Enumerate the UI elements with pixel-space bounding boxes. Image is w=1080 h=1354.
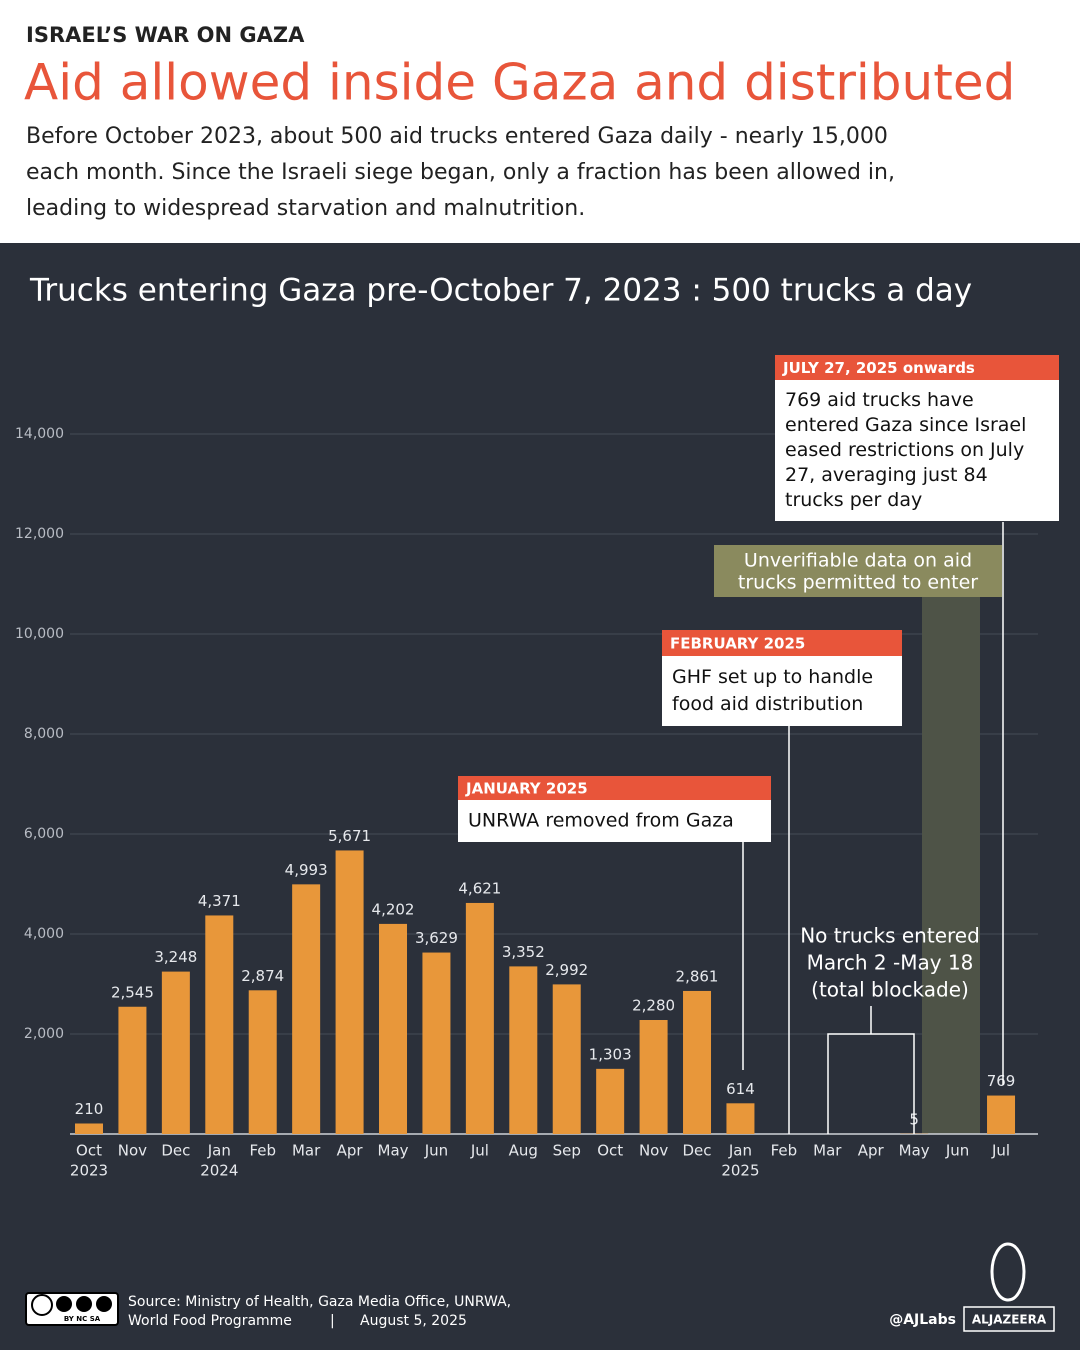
shaded-region (922, 545, 980, 1134)
x-tick-label: Dec (683, 1142, 712, 1160)
subtitle: each month. Since the Israeli siege bega… (26, 160, 895, 185)
y-tick-label: 14,000 (15, 426, 64, 442)
annotation-tag: JANUARY 2025 (465, 780, 588, 798)
x-year-label: 2024 (200, 1162, 238, 1180)
subtitle: Before October 2023, about 500 aid truck… (26, 124, 888, 149)
value-label: 3,352 (502, 943, 545, 961)
license: BY NC SA (64, 1315, 101, 1323)
annotation-text: eased restrictions on July (785, 439, 1024, 461)
subtitle: leading to widespread starvation and mal… (26, 196, 585, 221)
annotation-text: GHF set up to handle (672, 666, 873, 688)
bar (683, 991, 711, 1134)
x-tick-label: May (899, 1142, 930, 1160)
value-label: 2,545 (111, 983, 154, 1001)
x-tick-label: Jul (991, 1142, 1010, 1160)
source: Source: Ministry of Health, Gaza Media O… (128, 1294, 511, 1310)
bar (336, 850, 364, 1134)
x-tick-label: Jun (424, 1142, 448, 1160)
bar (162, 972, 190, 1134)
value-label: 769 (987, 1072, 1016, 1090)
annotation-text: UNRWA removed from Gaza (468, 810, 734, 832)
x-tick-label: Aug (509, 1142, 538, 1160)
x-tick-label: Mar (813, 1142, 842, 1160)
title: Aid allowed inside Gaza and distributed (24, 54, 1015, 112)
value-label: 210 (75, 1100, 104, 1118)
x-tick-label: Feb (771, 1142, 798, 1160)
value-label: 4,371 (198, 892, 241, 910)
value-label: 2,861 (676, 967, 719, 985)
bar (553, 984, 581, 1134)
x-tick-label: Feb (249, 1142, 276, 1160)
x-tick-label: Nov (639, 1142, 668, 1160)
value-label: 4,993 (285, 861, 328, 879)
date: August 5, 2025 (360, 1313, 467, 1329)
shaded-note: Unverifiable data on aid (744, 550, 972, 572)
blockade-note: March 2 -May 18 (807, 951, 974, 975)
y-tick-label: 4,000 (24, 926, 64, 942)
annotation-text: 27, averaging just 84 (785, 464, 988, 486)
annotation-tag: JULY 27, 2025 onwards (782, 359, 975, 377)
value-label: 3,629 (415, 929, 458, 947)
x-tick-label: Apr (858, 1142, 885, 1160)
y-tick-label: 6,000 (24, 826, 64, 842)
bar (640, 1020, 668, 1134)
x-tick-label: Mar (292, 1142, 321, 1160)
annotation-text: 769 aid trucks have (785, 389, 974, 411)
brand: ALJAZEERA (972, 1313, 1047, 1327)
blockade-note: (total blockade) (811, 978, 969, 1002)
bar (422, 953, 450, 1134)
y-tick-label: 12,000 (15, 526, 64, 542)
blockade-note: No trucks entered (800, 924, 980, 948)
value-label: 5,671 (328, 827, 371, 845)
bar (75, 1124, 103, 1135)
bar (509, 966, 537, 1134)
annotation-text: entered Gaza since Israel (785, 414, 1026, 436)
value-label: 1,303 (589, 1045, 632, 1063)
bar (118, 1007, 146, 1134)
value-label: 4,621 (458, 879, 501, 897)
x-tick-label: Nov (118, 1142, 147, 1160)
bar (466, 903, 494, 1134)
x-tick-label: Jun (945, 1142, 969, 1160)
x-year-label: 2025 (721, 1162, 759, 1180)
source: World Food Programme (128, 1313, 292, 1329)
x-tick-label: Apr (337, 1142, 364, 1160)
separator: | (330, 1313, 335, 1329)
value-label: 3,248 (154, 948, 197, 966)
shaded-note: trucks permitted to enter (738, 572, 978, 594)
x-tick-label: Oct (76, 1142, 102, 1160)
bar (987, 1096, 1015, 1134)
x-year-label: 2023 (70, 1162, 108, 1180)
value-label: 2,992 (545, 961, 588, 979)
value-label: 4,202 (372, 900, 415, 918)
y-tick-label: 10,000 (15, 626, 64, 642)
bar (205, 915, 233, 1134)
x-tick-label: Jul (470, 1142, 489, 1160)
x-tick-label: Jan (207, 1142, 231, 1160)
handle: @AJLabs (889, 1312, 956, 1328)
kicker: ISRAEL’S WAR ON GAZA (26, 23, 305, 47)
y-tick-label: 8,000 (24, 726, 64, 742)
y-tick-label: 2,000 (24, 1026, 64, 1042)
bar (292, 884, 320, 1134)
annotation-tag: FEBRUARY 2025 (670, 635, 805, 653)
annotation-text: trucks per day (785, 489, 922, 511)
x-tick-label: Jan (728, 1142, 752, 1160)
value-label: 2,874 (241, 967, 284, 985)
x-tick-label: Dec (161, 1142, 190, 1160)
bar (379, 924, 407, 1134)
bar (249, 990, 277, 1134)
chart-title: Trucks entering Gaza pre-October 7, 2023… (29, 273, 972, 309)
x-tick-label: Sep (553, 1142, 581, 1160)
value-label: 2,280 (632, 997, 675, 1015)
x-tick-label: May (378, 1142, 409, 1160)
bar (726, 1103, 754, 1134)
value-label: 614 (726, 1080, 755, 1098)
bar (596, 1069, 624, 1134)
annotation-text: food aid distribution (672, 693, 863, 715)
x-tick-label: Oct (597, 1142, 623, 1160)
